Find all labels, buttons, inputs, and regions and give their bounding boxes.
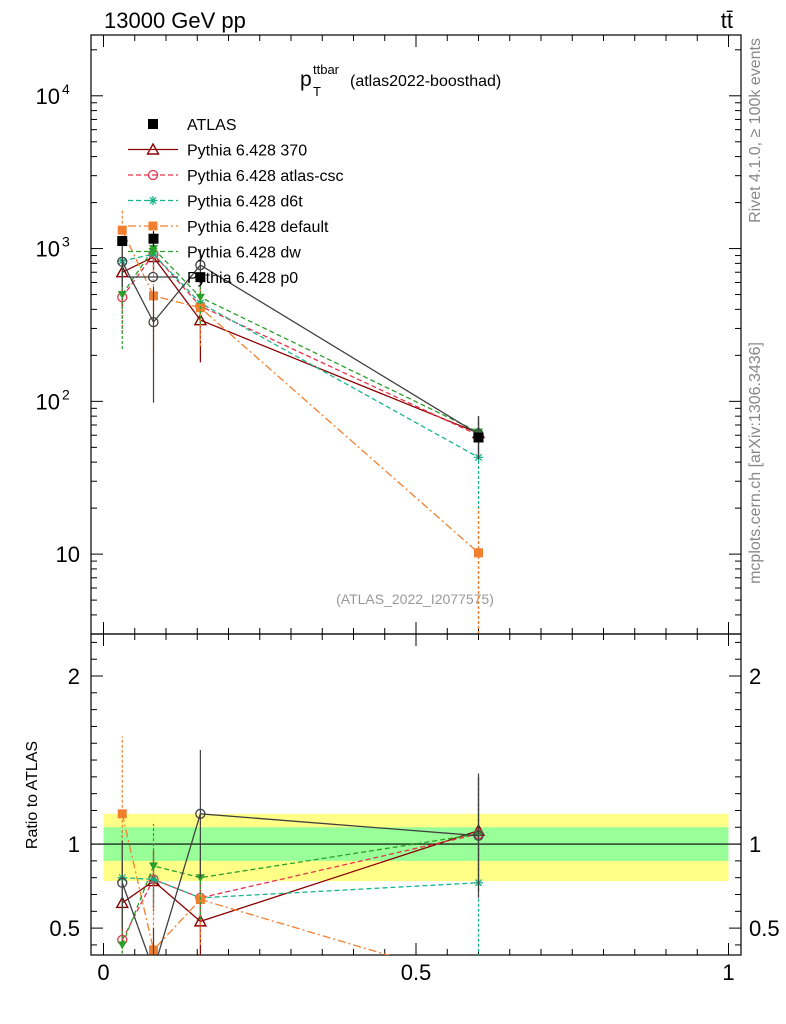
- legend-label: Pythia 6.428 default: [187, 219, 329, 236]
- series-line-pythia-6-428-default: [121, 813, 390, 955]
- legend-marker: [147, 271, 159, 283]
- series-line-pythia-6-428-d6t: [122, 877, 479, 899]
- legend-label: Pythia 6.428 dw: [187, 245, 301, 262]
- series-pythia-6-428-p0: [117, 243, 484, 459]
- data-point: [117, 877, 128, 888]
- data-point: [117, 225, 127, 235]
- series-line-pythia-6-428-atlas-csc: [121, 253, 479, 436]
- legend-marker: [148, 248, 158, 256]
- legend-item-pythia-6-428-p0: Pythia 6.428 p0: [128, 270, 298, 287]
- legend-item-pythia-6-428-default: Pythia 6.428 default: [128, 219, 329, 236]
- data-point: [195, 874, 205, 883]
- data-point: [149, 862, 158, 871]
- data-point: [117, 291, 127, 300]
- y-tick-label-exponent: 2: [62, 386, 70, 402]
- data-point: [473, 432, 484, 443]
- y-tick-label: 2: [68, 664, 80, 689]
- data-point: [473, 830, 484, 841]
- x-tick-label: 0.5: [401, 960, 432, 985]
- mcplots-label: mcplots.cern.ch [arXiv:1306.3436]: [747, 342, 764, 584]
- analysis-watermark: (ATLAS_2022_I2077575): [336, 591, 494, 607]
- title-suffix: (atlas2022-boosthad): [350, 73, 501, 90]
- y-tick-label: 1: [68, 832, 80, 857]
- y-tick-label-exponent: 3: [62, 234, 70, 250]
- title-sup: ttbar: [313, 62, 340, 77]
- series-line-pythia-6-428-atlas-csc: [121, 833, 479, 941]
- series-line-pythia-6-428-dw: [121, 247, 479, 433]
- series-line-pythia-6-428-p0: [121, 813, 479, 955]
- data-point: [474, 548, 483, 558]
- legend-marker: [146, 142, 160, 155]
- series-line-pythia-6-428-default: [121, 229, 479, 554]
- ratio-y-ticks: 0.5 0.5 1 1 2 2: [49, 641, 780, 946]
- y-tick-label-exponent: 4: [62, 81, 70, 97]
- legend-marker: [148, 196, 158, 205]
- svg-text:p: p: [300, 68, 312, 91]
- y-tick-label-right: 1: [749, 832, 761, 857]
- data-point: [195, 259, 206, 271]
- energy-label: 13000 GeV pp: [104, 8, 246, 33]
- ratio-x-ticks: 0 0.5 1: [97, 634, 735, 985]
- legend-label: ATLAS: [187, 117, 237, 134]
- data-point: [117, 256, 128, 267]
- data-point: [148, 233, 159, 244]
- data-point: [117, 809, 127, 819]
- y-tick-label: 10: [36, 389, 60, 414]
- legend-marker: [147, 169, 159, 181]
- data-point: [149, 966, 158, 975]
- series-atlas: [117, 231, 484, 443]
- ratio-panel: 0.5 0.51 12 20 0.5 1: [49, 633, 780, 986]
- data-point: [474, 977, 483, 986]
- legend-item-pythia-6-428-dw: Pythia 6.428 dw: [128, 245, 301, 262]
- series-line-pythia-6-428-370: [121, 830, 479, 923]
- data-point: [195, 272, 206, 283]
- series-line-pythia-6-428-dw: [121, 833, 479, 946]
- y-tick-label: 0.5: [49, 916, 80, 941]
- series-pythia-6-428-dw: [117, 238, 483, 455]
- legend-label: Pythia 6.428 370: [187, 143, 307, 160]
- series-line-pythia-6-428-p0: [121, 261, 479, 435]
- legend-item-pythia-6-428-370: Pythia 6.428 370: [128, 143, 307, 160]
- legend-item-pythia-6-428-atlas-csc: Pythia 6.428 atlas-csc: [128, 168, 344, 185]
- y-tick-label: 10: [36, 237, 60, 262]
- legend-label: Pythia 6.428 p0: [187, 270, 298, 287]
- data-point: [117, 236, 128, 247]
- legend-item-atlas: ATLAS: [148, 117, 237, 134]
- legend-marker: [148, 119, 158, 129]
- process-label: tt̄: [721, 8, 733, 33]
- main-x-ticks: [103, 35, 729, 634]
- legend-item-pythia-6-428-d6t: Pythia 6.428 d6t: [128, 194, 303, 211]
- x-tick-label: 1: [722, 960, 734, 985]
- ratio-frame: [90, 633, 742, 956]
- x-tick-label: 0: [97, 960, 109, 985]
- y-tick-label-right: 2: [749, 664, 761, 689]
- series-line-pythia-6-428-d6t: [122, 253, 479, 458]
- legend-label: Pythia 6.428 atlas-csc: [187, 168, 344, 185]
- title-sub: T: [313, 84, 321, 99]
- legend: ATLAS Pythia 6.428 370 Pythia 6.428 atlas-…: [128, 117, 344, 287]
- y-tick-label-right: 0.5: [749, 916, 780, 941]
- series-pythia-6-428-370: [115, 244, 486, 455]
- data-point: [195, 808, 206, 819]
- legend-marker: [148, 221, 158, 231]
- legend-label: Pythia 6.428 d6t: [187, 194, 303, 211]
- data-point: [117, 941, 127, 950]
- y-tick-label: 10: [36, 84, 60, 109]
- plot-title: p ttbar T (atlas2022-boosthad): [300, 62, 501, 99]
- data-point: [195, 293, 205, 302]
- ratio-ylabel: Ratio to ATLAS: [24, 741, 41, 849]
- series-line-pythia-6-428-370: [121, 256, 479, 434]
- series-pythia-6-428-p0: [117, 749, 484, 975]
- title-p: p: [300, 68, 312, 91]
- y-tick-label: 10: [56, 542, 80, 567]
- data-point: [148, 316, 159, 328]
- rivet-label: Rivet 4.1.0, ≥ 100k events: [747, 38, 764, 223]
